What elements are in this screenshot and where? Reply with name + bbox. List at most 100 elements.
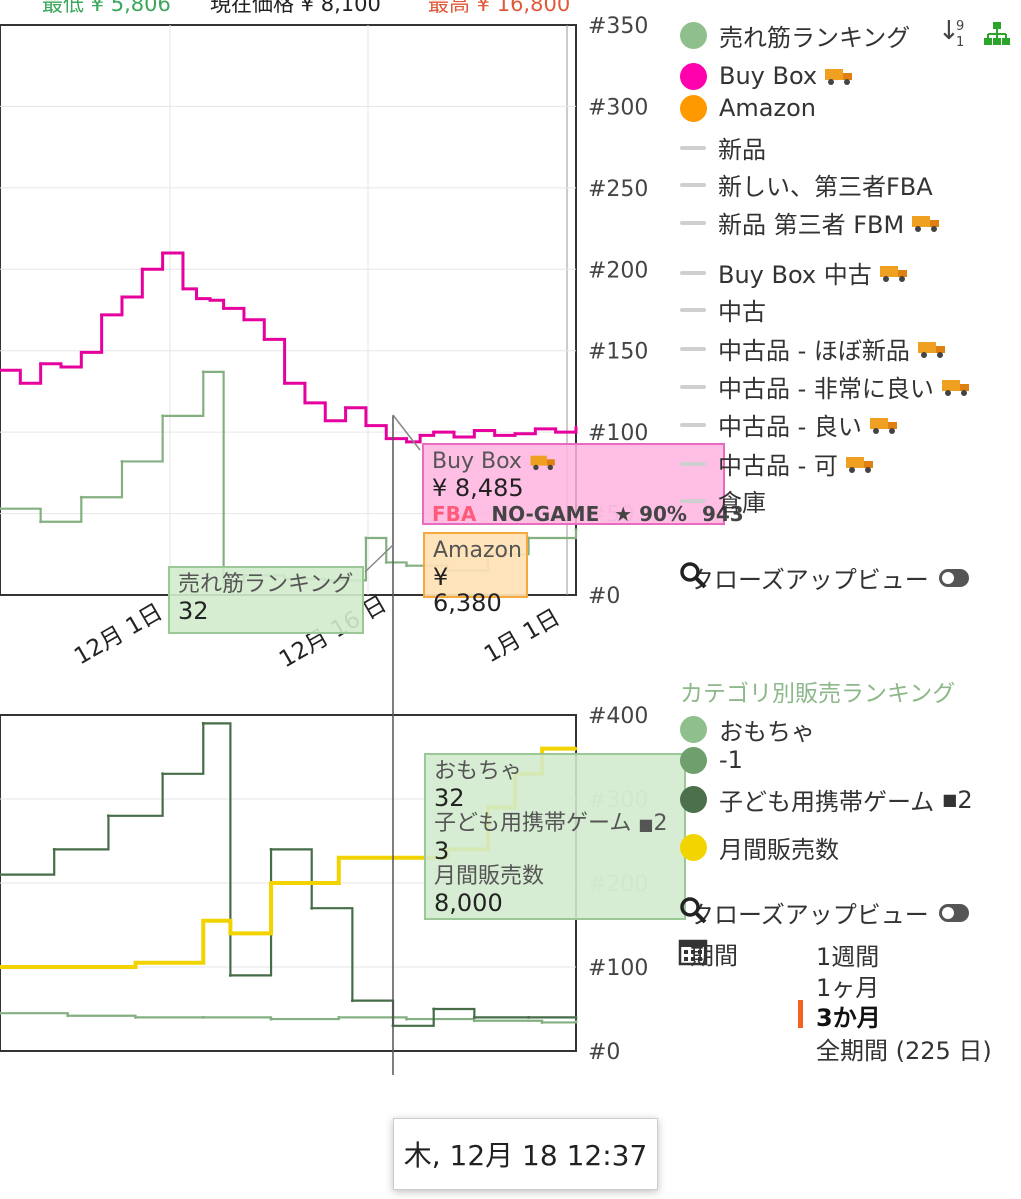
data-point xyxy=(533,427,537,431)
cursor-date-box: 木, 12月 18 12:37 xyxy=(393,1118,658,1190)
legend-item[interactable]: Buy Box 中古 xyxy=(680,255,910,290)
truck-icon xyxy=(912,215,940,232)
seller-name[interactable]: NO-GAME xyxy=(491,502,600,526)
legend-label: 中古品 - 可 xyxy=(718,452,838,480)
y-tick-label: #200 xyxy=(588,258,648,283)
legend-label: 中古 xyxy=(718,298,766,326)
y-tick-label: #0 xyxy=(588,584,620,609)
legend-item[interactable]: 新品 第三者 FBM xyxy=(680,205,942,240)
buybox-tooltip-title: Buy Box xyxy=(432,449,522,474)
sort-icon[interactable]: ↓ 9 1 xyxy=(938,16,964,50)
data-point xyxy=(405,1017,409,1021)
period-option[interactable]: 全期間 (225 日) xyxy=(816,1037,992,1065)
data-point xyxy=(106,814,110,818)
period-option[interactable]: 1ヶ月 xyxy=(816,974,880,1002)
data-point xyxy=(344,406,348,410)
data-point xyxy=(418,433,422,437)
legend-dash xyxy=(680,461,706,466)
data-point xyxy=(161,414,165,418)
data-point xyxy=(0,507,2,511)
data-point xyxy=(574,1020,578,1024)
period-option[interactable]: 1週間 xyxy=(816,943,880,971)
data-point xyxy=(303,401,307,405)
truck-icon xyxy=(941,379,969,396)
data-point xyxy=(493,433,497,437)
data-point xyxy=(59,365,63,369)
data-point xyxy=(195,297,199,301)
sort-sub: 1 xyxy=(956,35,965,50)
amazon-tooltip-title: Amazon xyxy=(433,538,522,563)
sort-arrow-icon: ↓ xyxy=(938,16,960,46)
data-point xyxy=(574,747,578,751)
data-point xyxy=(134,1015,138,1019)
data-point xyxy=(79,350,83,354)
data-point xyxy=(161,251,165,255)
data-point xyxy=(201,1015,205,1019)
data-point xyxy=(181,287,185,291)
legend-item[interactable]: 中古品 - 良い xyxy=(680,407,900,442)
legend-item[interactable]: 倉庫 xyxy=(680,483,766,518)
low-price-label: 最低 ¥ 5,806 xyxy=(42,0,171,16)
legend-label: Buy Box 中古 xyxy=(718,261,872,289)
legend-label: 中古品 - 良い xyxy=(718,413,862,441)
truck-icon xyxy=(530,455,555,471)
legend-item[interactable]: 中古品 - 可 xyxy=(680,446,876,481)
data-point xyxy=(201,919,205,923)
data-point xyxy=(39,362,43,366)
rank-zoom-toggle[interactable] xyxy=(938,903,969,922)
legend-dash xyxy=(680,220,706,225)
data-point xyxy=(527,1015,531,1019)
data-point xyxy=(384,560,388,564)
buybox-tooltip-price: ¥ 8,485 xyxy=(432,474,524,502)
period-row: 期間 xyxy=(678,936,738,971)
category-legend-item[interactable]: 子ども用携帯ゲーム ■ 2 xyxy=(680,782,973,817)
legend-label: 中古品 - ほぼ新品 xyxy=(718,337,910,365)
rank-tooltip-pointer xyxy=(364,544,394,573)
category-tooltip-game-label: 子ども用携帯ゲーム xyxy=(434,811,632,836)
data-point xyxy=(540,1020,544,1024)
period-option[interactable]: 3か月 xyxy=(798,998,881,1033)
category-legend-item[interactable]: おもちゃ xyxy=(680,712,815,747)
category-legend-item[interactable]: 月間販売数 xyxy=(680,830,839,865)
truck-icon xyxy=(917,341,945,358)
price-zoom-toggle-row[interactable]: クローズアップビュー xyxy=(678,560,969,595)
legend-item[interactable]: 中古品 - ほぼ新品 xyxy=(680,331,948,366)
legend-item[interactable]: 中古 xyxy=(680,292,766,327)
category-legend-item[interactable]: -1 xyxy=(680,746,743,774)
data-point xyxy=(0,368,2,372)
series-line-buybox xyxy=(0,251,578,444)
data-point xyxy=(140,267,144,271)
price-zoom-toggle[interactable] xyxy=(938,568,969,587)
category-tooltip-toy-label: おもちゃ xyxy=(434,759,523,784)
y-tick-label: #300 xyxy=(588,95,648,120)
legend-item[interactable]: 中古品 - 非常に良い xyxy=(680,369,972,404)
data-point xyxy=(0,1011,2,1015)
y-tick-label: #0 xyxy=(588,1040,620,1065)
data-point xyxy=(120,459,124,463)
legend-item[interactable]: Buy Box xyxy=(680,62,855,90)
y-tick-label: #400 xyxy=(588,704,648,729)
truck-icon xyxy=(869,417,897,434)
category-tree-icon[interactable] xyxy=(982,20,1012,48)
data-point xyxy=(513,432,517,436)
data-point xyxy=(39,520,43,524)
hierarchy-icon: ■ xyxy=(638,815,654,834)
legend-dash xyxy=(680,182,706,187)
legend-item[interactable]: 新品 xyxy=(680,130,766,165)
seller-rating: ★ 90% xyxy=(614,502,687,526)
data-point xyxy=(242,318,246,322)
legend-label: 売れ筋ランキング xyxy=(719,24,911,52)
truck-icon xyxy=(845,456,873,473)
legend-dot xyxy=(680,716,707,743)
buybox-tooltip-pointer xyxy=(392,414,421,451)
legend-item[interactable]: 新しい、第三者FBA xyxy=(680,167,933,202)
truck-icon xyxy=(879,265,907,282)
data-point xyxy=(472,1015,476,1019)
data-point xyxy=(554,430,558,434)
current-price-label: 現在価格 ¥ 8,100 xyxy=(210,0,381,16)
rank-zoom-toggle-row[interactable]: クローズアップビュー xyxy=(678,895,969,930)
legend-item[interactable]: 売れ筋ランキング xyxy=(680,18,910,53)
data-point xyxy=(384,437,388,441)
legend-item[interactable]: Amazon xyxy=(680,94,816,122)
